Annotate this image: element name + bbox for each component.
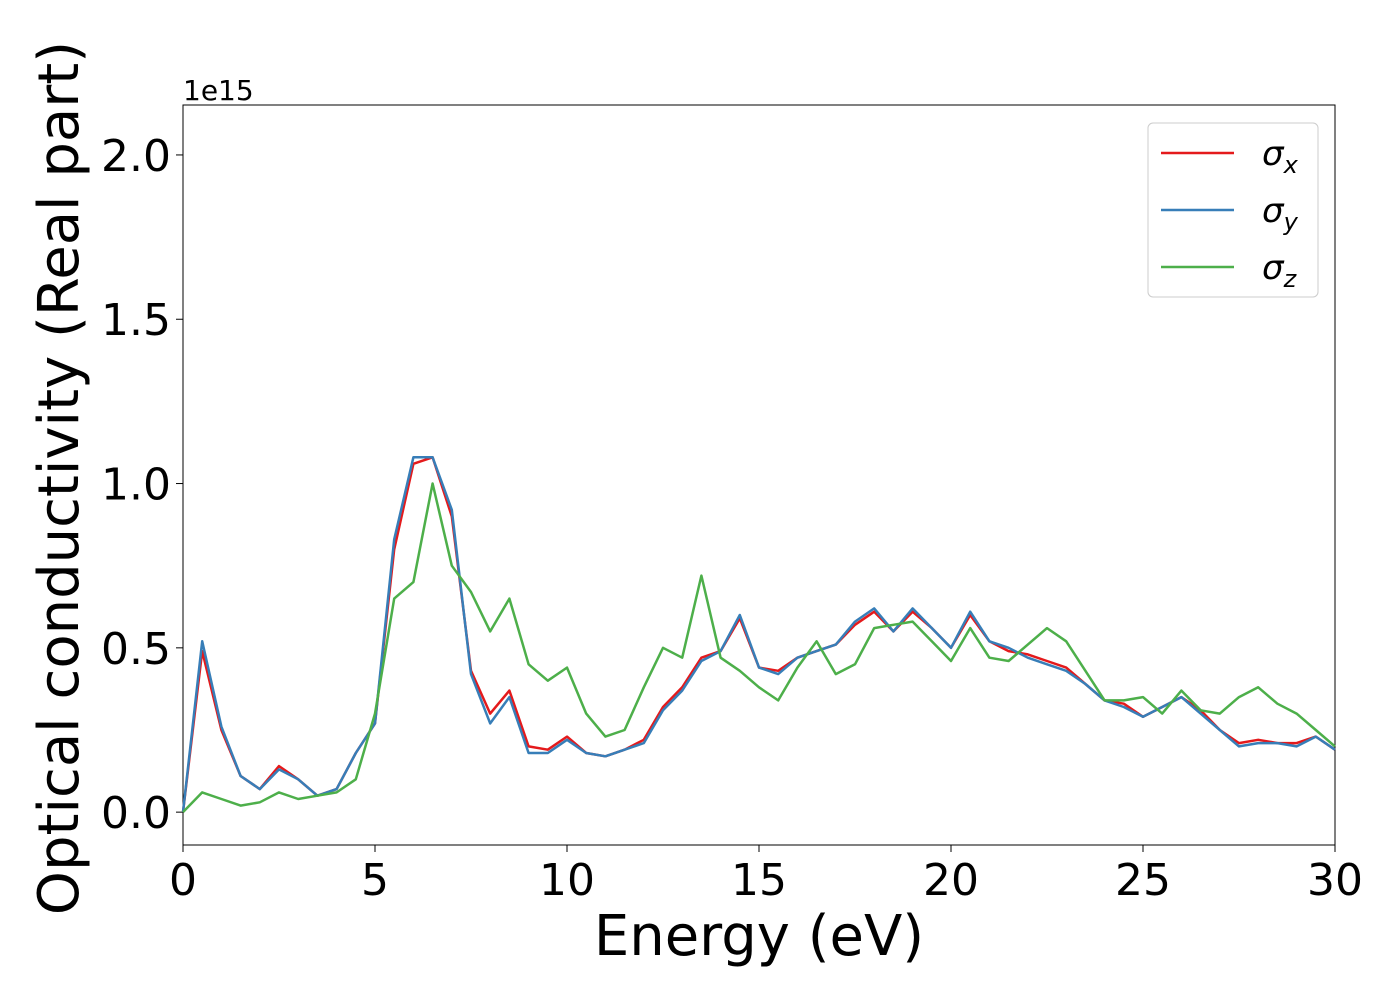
- series-line: [181, 456, 1336, 813]
- y-tick-label: 2.0: [101, 131, 171, 182]
- legend-label: σx: [1262, 134, 1299, 179]
- y-tick-label: 1.0: [101, 460, 171, 511]
- x-tick-label: 25: [1115, 855, 1171, 906]
- y-tick-label: 0.0: [101, 788, 171, 839]
- x-axis-label: Energy (eV): [594, 904, 924, 969]
- x-tick-label: 5: [361, 855, 389, 906]
- x-tick-label: 15: [731, 855, 787, 906]
- legend-label: σy: [1262, 191, 1299, 236]
- legend-label: σz: [1262, 248, 1298, 293]
- x-tick-label: 10: [539, 855, 595, 906]
- x-tick-label: 30: [1307, 855, 1363, 906]
- y-offset-label: 1e15: [183, 74, 254, 107]
- x-tick-label: 0: [169, 855, 197, 906]
- x-tick-label: 20: [923, 855, 979, 906]
- series-line: [181, 456, 1336, 813]
- y-axis-label: Optical conductivity (Real part): [27, 41, 92, 915]
- y-tick-label: 1.5: [101, 295, 171, 346]
- series-line: [182, 482, 1336, 813]
- y-tick-label: 0.5: [101, 624, 171, 675]
